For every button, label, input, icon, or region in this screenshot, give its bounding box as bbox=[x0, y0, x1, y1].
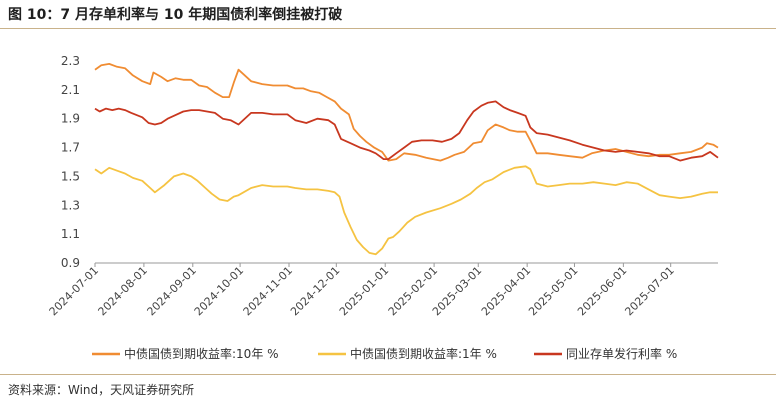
legend-label-ncd: 同业存单发行利率 % bbox=[566, 346, 677, 361]
x-tick-label: 2025-07-01 bbox=[622, 264, 676, 318]
legend-item-10y: 中债国债到期收益率:10年 % bbox=[92, 346, 279, 361]
x-tick-label: 2024-11-01 bbox=[241, 264, 295, 318]
series-line-10y bbox=[94, 63, 719, 162]
figure-title: 图 10：7 月存单利率与 10 年期国债利率倒挂被打破 bbox=[8, 7, 343, 23]
x-tick-label: 2024-09-01 bbox=[145, 264, 199, 318]
legend-label-10y: 中债国债到期收益率:10年 % bbox=[124, 346, 279, 361]
footer-divider bbox=[0, 374, 776, 375]
y-tick-label: 2.1 bbox=[61, 83, 80, 97]
x-tick-label: 2024-12-01 bbox=[288, 264, 342, 318]
line-chart: 2024-07-012024-08-012024-09-012024-10-01… bbox=[47, 54, 719, 361]
y-tick-label: 0.9 bbox=[61, 256, 80, 270]
y-tick-label: 1.1 bbox=[61, 227, 80, 241]
x-tick-label: 2024-10-01 bbox=[192, 264, 246, 318]
legend-label-1y: 中债国债到期收益率:1年 % bbox=[350, 346, 497, 361]
y-tick-label: 1.5 bbox=[61, 169, 80, 183]
series-line-1y bbox=[94, 165, 718, 256]
x-tick-label: 2024-07-01 bbox=[47, 264, 101, 318]
series-layer bbox=[94, 63, 719, 256]
legend-item-1y: 中债国债到期收益率:1年 % bbox=[318, 346, 497, 361]
x-tick-label: 2025-04-01 bbox=[479, 264, 533, 318]
y-tick-label: 1.7 bbox=[61, 141, 80, 155]
x-axis: 2024-07-012024-08-012024-09-012024-10-01… bbox=[47, 262, 718, 318]
x-tick-label: 2024-08-01 bbox=[96, 264, 150, 318]
y-tick-label: 1.9 bbox=[61, 112, 80, 126]
legend: 中债国债到期收益率:10年 % 中债国债到期收益率:1年 % 同业存单发行利率 … bbox=[92, 346, 677, 361]
series-line-ncd bbox=[94, 100, 719, 162]
y-tick-label: 2.3 bbox=[61, 54, 80, 68]
x-tick-label: 2025-05-01 bbox=[526, 264, 580, 318]
title-divider bbox=[0, 28, 776, 29]
y-axis: 0.9 1.1 1.3 1.5 1.7 1.9 2.1 2.3 bbox=[61, 54, 80, 270]
x-tick-label: 2025-01-01 bbox=[337, 264, 391, 318]
legend-item-ncd: 同业存单发行利率 % bbox=[534, 346, 677, 361]
source-note: 资料来源：Wind，天风证券研究所 bbox=[8, 383, 195, 397]
x-tick-label: 2025-06-01 bbox=[575, 264, 629, 318]
y-tick-label: 1.3 bbox=[61, 198, 80, 212]
